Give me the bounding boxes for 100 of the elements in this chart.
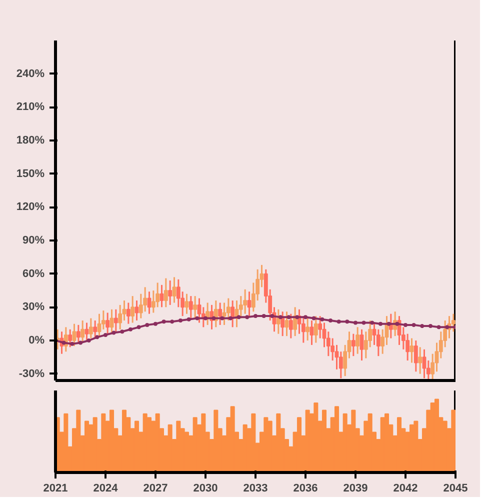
point bbox=[436, 325, 441, 330]
point bbox=[354, 320, 358, 325]
point bbox=[420, 324, 424, 328]
candlestick bbox=[130, 295, 135, 324]
candlestick bbox=[197, 298, 202, 324]
x-tick-label: 2042 bbox=[393, 482, 418, 494]
x-tick-label: 2045 bbox=[443, 482, 468, 494]
y-tick-label: 90% bbox=[22, 234, 45, 246]
candlestick bbox=[414, 340, 418, 372]
candlestick bbox=[168, 280, 172, 306]
point bbox=[204, 316, 208, 320]
point bbox=[112, 330, 116, 335]
candlestick bbox=[247, 290, 252, 317]
point bbox=[120, 330, 124, 334]
point bbox=[254, 314, 258, 318]
point bbox=[212, 316, 216, 320]
point bbox=[104, 332, 108, 337]
candlestick bbox=[72, 323, 76, 347]
y-tick-label: 120% bbox=[16, 201, 45, 214]
candlestick bbox=[76, 324, 80, 345]
point bbox=[362, 320, 366, 325]
y-tick-label: 240% bbox=[16, 68, 45, 80]
point bbox=[278, 315, 282, 320]
point bbox=[370, 320, 374, 325]
point bbox=[412, 322, 416, 327]
candlestick bbox=[360, 328, 364, 362]
point bbox=[162, 320, 166, 324]
bar bbox=[351, 410, 356, 472]
point bbox=[62, 340, 66, 345]
bar bbox=[296, 417, 302, 472]
point bbox=[404, 322, 408, 327]
bar bbox=[451, 410, 456, 472]
y-tick-label: 0% bbox=[28, 334, 45, 346]
y-tick-label: 150% bbox=[16, 168, 45, 180]
point bbox=[228, 316, 232, 320]
bar bbox=[214, 410, 218, 472]
point bbox=[220, 316, 224, 320]
candlestick bbox=[106, 312, 110, 336]
point bbox=[295, 315, 300, 320]
x-tick-label: 2036 bbox=[293, 482, 318, 494]
point bbox=[86, 338, 91, 342]
point bbox=[136, 325, 141, 330]
candlestick bbox=[88, 318, 93, 340]
point bbox=[286, 315, 291, 320]
point bbox=[95, 335, 100, 340]
bar bbox=[334, 406, 340, 472]
candlestick bbox=[276, 308, 280, 335]
candlestick bbox=[193, 295, 198, 320]
candlestick bbox=[222, 302, 226, 326]
point bbox=[70, 342, 74, 346]
x-tick-label: 2027 bbox=[143, 482, 168, 494]
point bbox=[245, 315, 250, 320]
candlestick bbox=[280, 310, 285, 337]
candlestick bbox=[288, 313, 293, 340]
bar bbox=[251, 413, 256, 472]
candlestick bbox=[68, 328, 72, 348]
candlestick bbox=[80, 320, 85, 344]
point bbox=[236, 315, 241, 320]
candlestick bbox=[160, 284, 164, 308]
point bbox=[378, 322, 382, 326]
candlestick bbox=[84, 322, 89, 342]
candlestick bbox=[172, 276, 176, 304]
x-tick-label: 2030 bbox=[193, 482, 218, 494]
point bbox=[336, 320, 341, 324]
candlestick bbox=[126, 302, 130, 325]
point bbox=[145, 322, 150, 327]
point bbox=[270, 314, 274, 318]
candlestick bbox=[351, 333, 356, 357]
candlestick bbox=[93, 320, 98, 340]
x-tick-label: 2033 bbox=[243, 482, 268, 494]
candlestick bbox=[164, 278, 168, 308]
point bbox=[386, 322, 391, 326]
candlestick bbox=[314, 315, 318, 344]
candlestick bbox=[134, 300, 139, 322]
point bbox=[395, 322, 400, 326]
bar bbox=[414, 420, 418, 472]
point bbox=[170, 320, 174, 324]
candlestick bbox=[188, 295, 193, 320]
candlestick bbox=[184, 293, 189, 315]
point bbox=[154, 322, 158, 326]
y-tick-label: 180% bbox=[16, 134, 45, 146]
bar bbox=[101, 413, 106, 472]
candlestick bbox=[410, 338, 414, 364]
point bbox=[328, 318, 332, 322]
point bbox=[312, 316, 316, 320]
bar bbox=[201, 413, 206, 472]
bar bbox=[276, 413, 281, 472]
point bbox=[195, 316, 200, 320]
x-tick-label: 2021 bbox=[43, 482, 68, 494]
candlestick bbox=[356, 326, 360, 355]
candlestick bbox=[114, 308, 118, 332]
bar bbox=[64, 413, 68, 472]
bar bbox=[76, 410, 81, 472]
point bbox=[178, 318, 182, 322]
point bbox=[262, 314, 266, 318]
x-tick-label: 2039 bbox=[343, 482, 368, 494]
candlestick bbox=[422, 348, 426, 380]
candlestick bbox=[284, 310, 289, 337]
x-tick-label: 2024 bbox=[93, 482, 119, 494]
y-tick-label: 30% bbox=[22, 301, 45, 314]
